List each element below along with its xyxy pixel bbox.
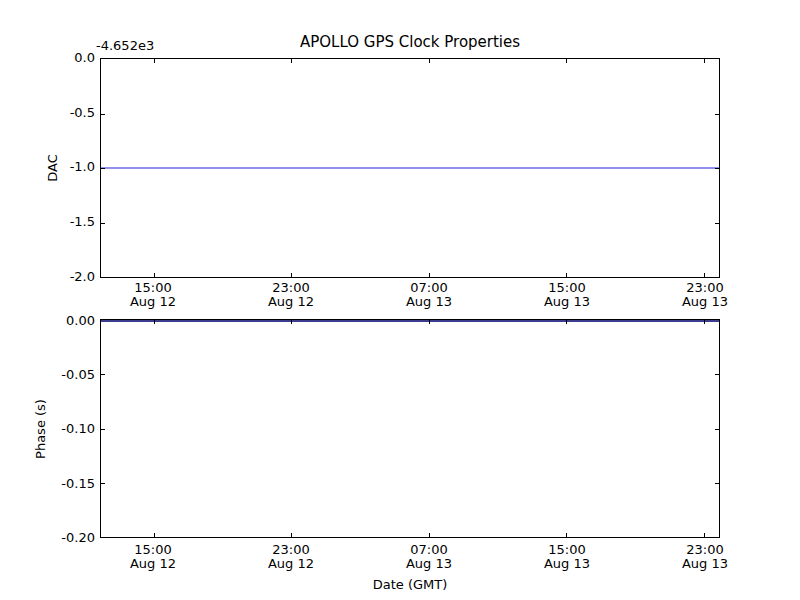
tick-mark [101, 114, 105, 115]
tick-mark [291, 273, 292, 277]
phase-xtick-label: 15:00Aug 12 [93, 543, 213, 571]
tick-mark [291, 320, 292, 324]
figure-canvas: APOLLO GPS Clock Properties -4.652e3 0.0… [0, 0, 800, 600]
dac-data-line [101, 167, 719, 169]
phase-ytick-label: -0.05 [0, 368, 95, 382]
tick-mark [101, 483, 105, 484]
tick-mark [429, 273, 430, 277]
phase-xtick-label: 15:00Aug 13 [507, 543, 627, 571]
phase-xtick-label: 23:00Aug 13 [645, 543, 765, 571]
phase-data-line [101, 320, 719, 322]
phase-xtick-label: 23:00Aug 12 [231, 543, 351, 571]
dac-ytick-label: -0.5 [0, 106, 95, 120]
phase-ytick-label: -0.10 [0, 422, 95, 436]
tick-mark [566, 59, 567, 63]
tick-mark [715, 374, 719, 375]
tick-mark [291, 533, 292, 537]
tick-mark [704, 273, 705, 277]
tick-mark [715, 168, 719, 169]
dac-ytick-label: -1.5 [0, 215, 95, 229]
tick-mark [154, 533, 155, 537]
tick-mark [154, 273, 155, 277]
tick-mark [704, 533, 705, 537]
dac-xtick-label: 15:00Aug 12 [93, 281, 213, 309]
phase-axis-label: Phase (s) [33, 399, 48, 459]
dac-xtick-label: 15:00Aug 13 [507, 281, 627, 309]
tick-mark [429, 320, 430, 324]
phase-ytick-label: -0.20 [0, 531, 95, 545]
dac-axis-offset-text: -4.652e3 [96, 38, 154, 53]
dac-plot-area [100, 58, 720, 278]
tick-mark [715, 483, 719, 484]
dac-xtick-label: 23:00Aug 13 [645, 281, 765, 309]
tick-mark [704, 59, 705, 63]
tick-mark [715, 223, 719, 224]
tick-mark [291, 59, 292, 63]
phase-plot-area [100, 319, 720, 538]
dac-xtick-label: 07:00Aug 13 [369, 281, 489, 309]
phase-xtick-label: 07:00Aug 13 [369, 543, 489, 571]
tick-mark [566, 533, 567, 537]
tick-mark [101, 374, 105, 375]
tick-mark [101, 223, 105, 224]
tick-mark [566, 273, 567, 277]
phase-ytick-label: 0.00 [0, 314, 95, 328]
tick-mark [101, 429, 105, 430]
tick-mark [704, 320, 705, 324]
figure-title: APOLLO GPS Clock Properties [100, 33, 720, 51]
tick-mark [101, 168, 105, 169]
dac-ytick-label: 0.0 [0, 51, 95, 65]
tick-mark [154, 320, 155, 324]
tick-mark [715, 114, 719, 115]
dac-ytick-label: -2.0 [0, 270, 95, 284]
phase-ytick-label: -0.15 [0, 477, 95, 491]
tick-mark [566, 320, 567, 324]
tick-mark [154, 59, 155, 63]
dac-axis-label: DAC [45, 154, 60, 182]
tick-mark [715, 429, 719, 430]
tick-mark [429, 533, 430, 537]
tick-mark [429, 59, 430, 63]
dac-xtick-label: 23:00Aug 12 [231, 281, 351, 309]
x-axis-label: Date (GMT) [100, 577, 720, 592]
